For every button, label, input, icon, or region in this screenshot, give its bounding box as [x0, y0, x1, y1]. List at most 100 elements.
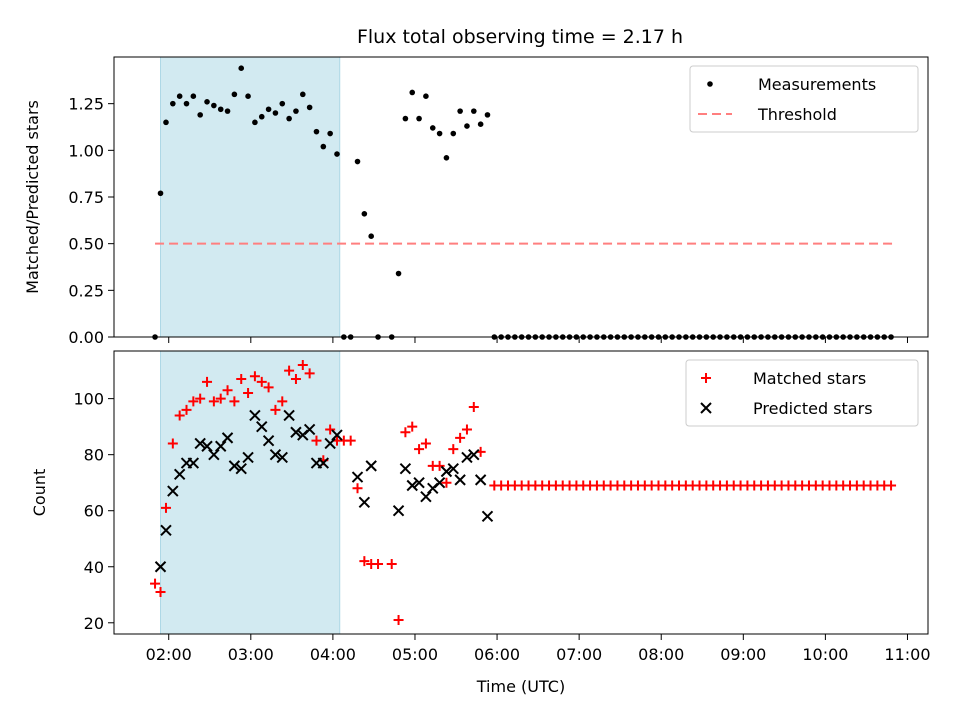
- legend-box: [689, 65, 919, 133]
- matched-point: [263, 382, 274, 393]
- matched-point: [304, 368, 315, 379]
- predicted-point: [208, 448, 220, 461]
- measurement-point: [402, 115, 409, 122]
- legend-label: Matched stars: [753, 369, 866, 388]
- measurement-point: [457, 108, 463, 114]
- predicted-point: [433, 476, 446, 489]
- bottom-panel: 20 40 60 80 100 02:00 03:00 04:00 05:00 06:00 07:0…: [30, 350, 931, 696]
- measurement-point: [409, 89, 416, 96]
- predicted-point: [392, 505, 405, 517]
- measurement-point: [238, 65, 245, 71]
- measurement-point: [252, 119, 258, 126]
- predicted-point: [283, 409, 295, 422]
- measurement-point: [157, 190, 164, 197]
- highlight-span: [160, 56, 341, 338]
- measurement-point: [436, 130, 443, 137]
- predicted-point: [215, 440, 227, 452]
- measurement-point: [245, 93, 251, 99]
- legend-marker: [700, 402, 712, 414]
- matched-point: [188, 396, 199, 407]
- measurement-point: [163, 119, 169, 126]
- plot-frame: [113, 56, 929, 338]
- matched-point: [155, 586, 166, 597]
- y-tick-label: 40: [84, 558, 104, 577]
- y-axis-label: Matched/Predicted stars: [23, 100, 42, 294]
- matched-point: [345, 435, 356, 446]
- predicted-point: [187, 457, 200, 469]
- legend: Measurements Threshold: [689, 65, 919, 133]
- measurement-point: [327, 130, 333, 137]
- matched-point: [243, 388, 254, 399]
- matched-point: [181, 404, 192, 415]
- matched-point: [249, 371, 260, 382]
- measurement-point: [477, 121, 484, 127]
- measurement-point: [265, 106, 272, 113]
- measurement-point: [423, 93, 429, 99]
- matched-point: [256, 376, 267, 387]
- predicted-point: [249, 409, 261, 422]
- highlight-span: [160, 350, 341, 635]
- measurement-point: [279, 100, 286, 107]
- predicted-point: [481, 510, 494, 523]
- measurement-point: [361, 211, 368, 217]
- matched-point: [167, 438, 178, 449]
- measurement-point: [183, 100, 190, 107]
- predicted-point: [303, 423, 316, 436]
- legend-label: Predicted stars: [753, 399, 873, 418]
- x-tick-label: 06:00: [474, 645, 520, 664]
- measurement-point: [429, 125, 436, 131]
- matched-point: [393, 614, 404, 625]
- predicted-point: [358, 496, 371, 509]
- y-tick-label: 20: [84, 614, 104, 633]
- x-tick-label: 11:00: [884, 645, 930, 664]
- matched-point: [455, 432, 466, 443]
- y-tick-label: 100: [73, 390, 104, 409]
- predicted-point: [235, 462, 247, 475]
- measurement-point: [306, 104, 313, 111]
- predicted-point: [269, 448, 282, 461]
- predicted-point: [317, 457, 330, 469]
- matched-point: [352, 483, 363, 494]
- predicted-point: [365, 460, 377, 472]
- y-tick-label: 0.00: [68, 328, 104, 347]
- y-tick-label: 60: [84, 502, 104, 521]
- measurement-point: [211, 102, 217, 109]
- measurement-point: [258, 113, 265, 120]
- measurement-point: [293, 108, 299, 114]
- predicted-point: [413, 476, 425, 489]
- matched-point: [208, 396, 219, 407]
- measurement-point: [176, 93, 183, 99]
- measurement-point: [197, 112, 203, 118]
- predicted-point: [420, 490, 432, 503]
- measurement-point: [204, 99, 210, 105]
- matched-point: [434, 460, 445, 471]
- predicted-point: [221, 432, 234, 444]
- matched-point: [359, 556, 370, 567]
- predicted-point: [454, 474, 466, 486]
- predicted-point: [154, 561, 167, 573]
- predicted-point: [474, 474, 487, 486]
- plot-frame: [113, 350, 929, 635]
- legend-box: [685, 359, 919, 427]
- predicted-point: [160, 524, 172, 537]
- matched-point: [215, 393, 226, 404]
- matched-point: [407, 421, 418, 432]
- matched-point: [386, 558, 397, 569]
- measurement-point: [231, 91, 238, 98]
- predicted-point: [201, 440, 213, 452]
- matched-point: [277, 396, 288, 407]
- predicted-point: [324, 437, 336, 450]
- predicted-point: [351, 471, 364, 483]
- x-tick-label: 02:00: [146, 645, 192, 664]
- legend-marker: [707, 81, 713, 87]
- matched-point: [311, 435, 322, 446]
- matched-point: [284, 365, 295, 376]
- predicted-point: [228, 460, 241, 472]
- measurement-point: [272, 110, 279, 116]
- x-axis-label: Time (UTC): [476, 677, 565, 696]
- predicted-point: [262, 434, 275, 447]
- measurement-point: [471, 108, 477, 114]
- legend-label: Measurements: [758, 75, 876, 94]
- matched-point: [461, 424, 472, 435]
- matched-point: [468, 402, 479, 413]
